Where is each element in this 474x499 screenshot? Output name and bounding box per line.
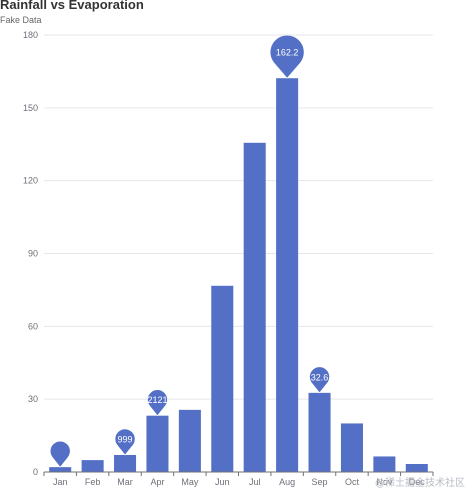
y-tick-label: 180 <box>23 30 38 40</box>
bar-mar[interactable] <box>114 455 137 472</box>
x-tick-label: Nov <box>376 477 393 487</box>
bar-jun[interactable] <box>211 285 234 472</box>
mark-point-label: 32.6 <box>311 372 329 382</box>
mark-pin-shape <box>147 389 168 417</box>
x-tick-label: Dec <box>409 477 426 487</box>
x-tick-label: Mar <box>117 477 133 487</box>
x-tick-label: Feb <box>85 477 101 487</box>
y-tick-label: 30 <box>28 394 38 404</box>
mark-point-mar[interactable]: 999 <box>114 428 136 456</box>
x-tick-label: Oct <box>345 477 360 487</box>
bar-nov[interactable] <box>373 456 396 472</box>
chart-title: Rainfall vs Evaporation <box>0 0 144 12</box>
mark-pin-shape <box>269 34 305 79</box>
y-tick-label: 60 <box>28 321 38 331</box>
y-tick-label: 120 <box>23 176 38 186</box>
bar-feb[interactable] <box>81 460 104 472</box>
bar-apr[interactable] <box>146 415 169 472</box>
bar-jul[interactable] <box>243 142 266 472</box>
x-tick-label: May <box>181 477 199 487</box>
mark-points: 999 2121 162.2 32.6 <box>49 34 330 468</box>
watermark: @稀土掘金技术社区 <box>375 476 465 489</box>
chart-subtitle: Fake Data <box>0 15 42 25</box>
mark-point-aug[interactable]: 162.2 <box>269 34 305 79</box>
bar-series <box>49 78 428 472</box>
bar-sep[interactable] <box>308 392 331 472</box>
mark-point-label: 162.2 <box>276 48 299 58</box>
mark-point-apr[interactable]: 2121 <box>147 389 168 417</box>
mark-point-sep[interactable]: 32.6 <box>309 366 330 394</box>
y-tick-label: 150 <box>23 103 38 113</box>
x-tick-label: Aug <box>279 477 295 487</box>
x-tick-label: Jul <box>249 477 261 487</box>
y-axis: 0 30 60 90 120 150 180 <box>23 30 38 477</box>
x-axis: Jan Feb Mar Apr May Jun Jul Aug Sep Oct Nov Dec <box>43 471 434 487</box>
bar-oct[interactable] <box>340 423 363 472</box>
bar-aug[interactable] <box>276 78 299 472</box>
grid-lines <box>44 34 433 400</box>
y-tick-label: 90 <box>28 249 38 259</box>
mark-pin-shape <box>114 428 136 456</box>
mark-pin-shape <box>309 366 330 394</box>
mark-pin-shape <box>49 440 71 468</box>
bar-jan[interactable] <box>49 467 72 472</box>
y-tick-label: 0 <box>33 467 38 477</box>
x-tick-label: Apr <box>150 477 164 487</box>
x-tick-label: Jun <box>215 477 230 487</box>
x-tick-label: Sep <box>312 477 328 487</box>
mark-point-label: 2121 <box>147 395 167 405</box>
mark-point-label: 999 <box>118 435 133 445</box>
mark-point-jan[interactable] <box>49 440 71 468</box>
bar-dec[interactable] <box>405 463 428 472</box>
bar-may[interactable] <box>178 409 201 472</box>
x-tick-label: Jan <box>53 477 68 487</box>
